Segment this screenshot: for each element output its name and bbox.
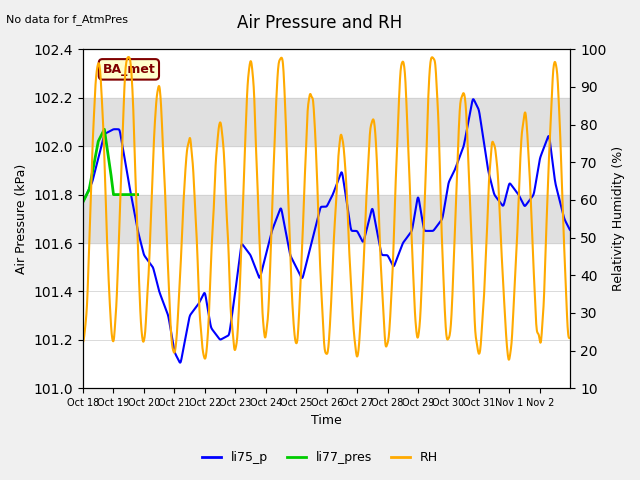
Legend: li75_p, li77_pres, RH: li75_p, li77_pres, RH — [197, 446, 443, 469]
Bar — [83, 194, 570, 243]
Y-axis label: Relativity Humidity (%): Relativity Humidity (%) — [612, 146, 625, 291]
Text: BA_met: BA_met — [102, 63, 156, 76]
Y-axis label: Air Pressure (kPa): Air Pressure (kPa) — [15, 164, 28, 274]
Text: No data for f_AtmPres: No data for f_AtmPres — [6, 14, 129, 25]
Text: Air Pressure and RH: Air Pressure and RH — [237, 14, 403, 33]
Bar — [83, 98, 570, 146]
X-axis label: Time: Time — [311, 414, 342, 427]
